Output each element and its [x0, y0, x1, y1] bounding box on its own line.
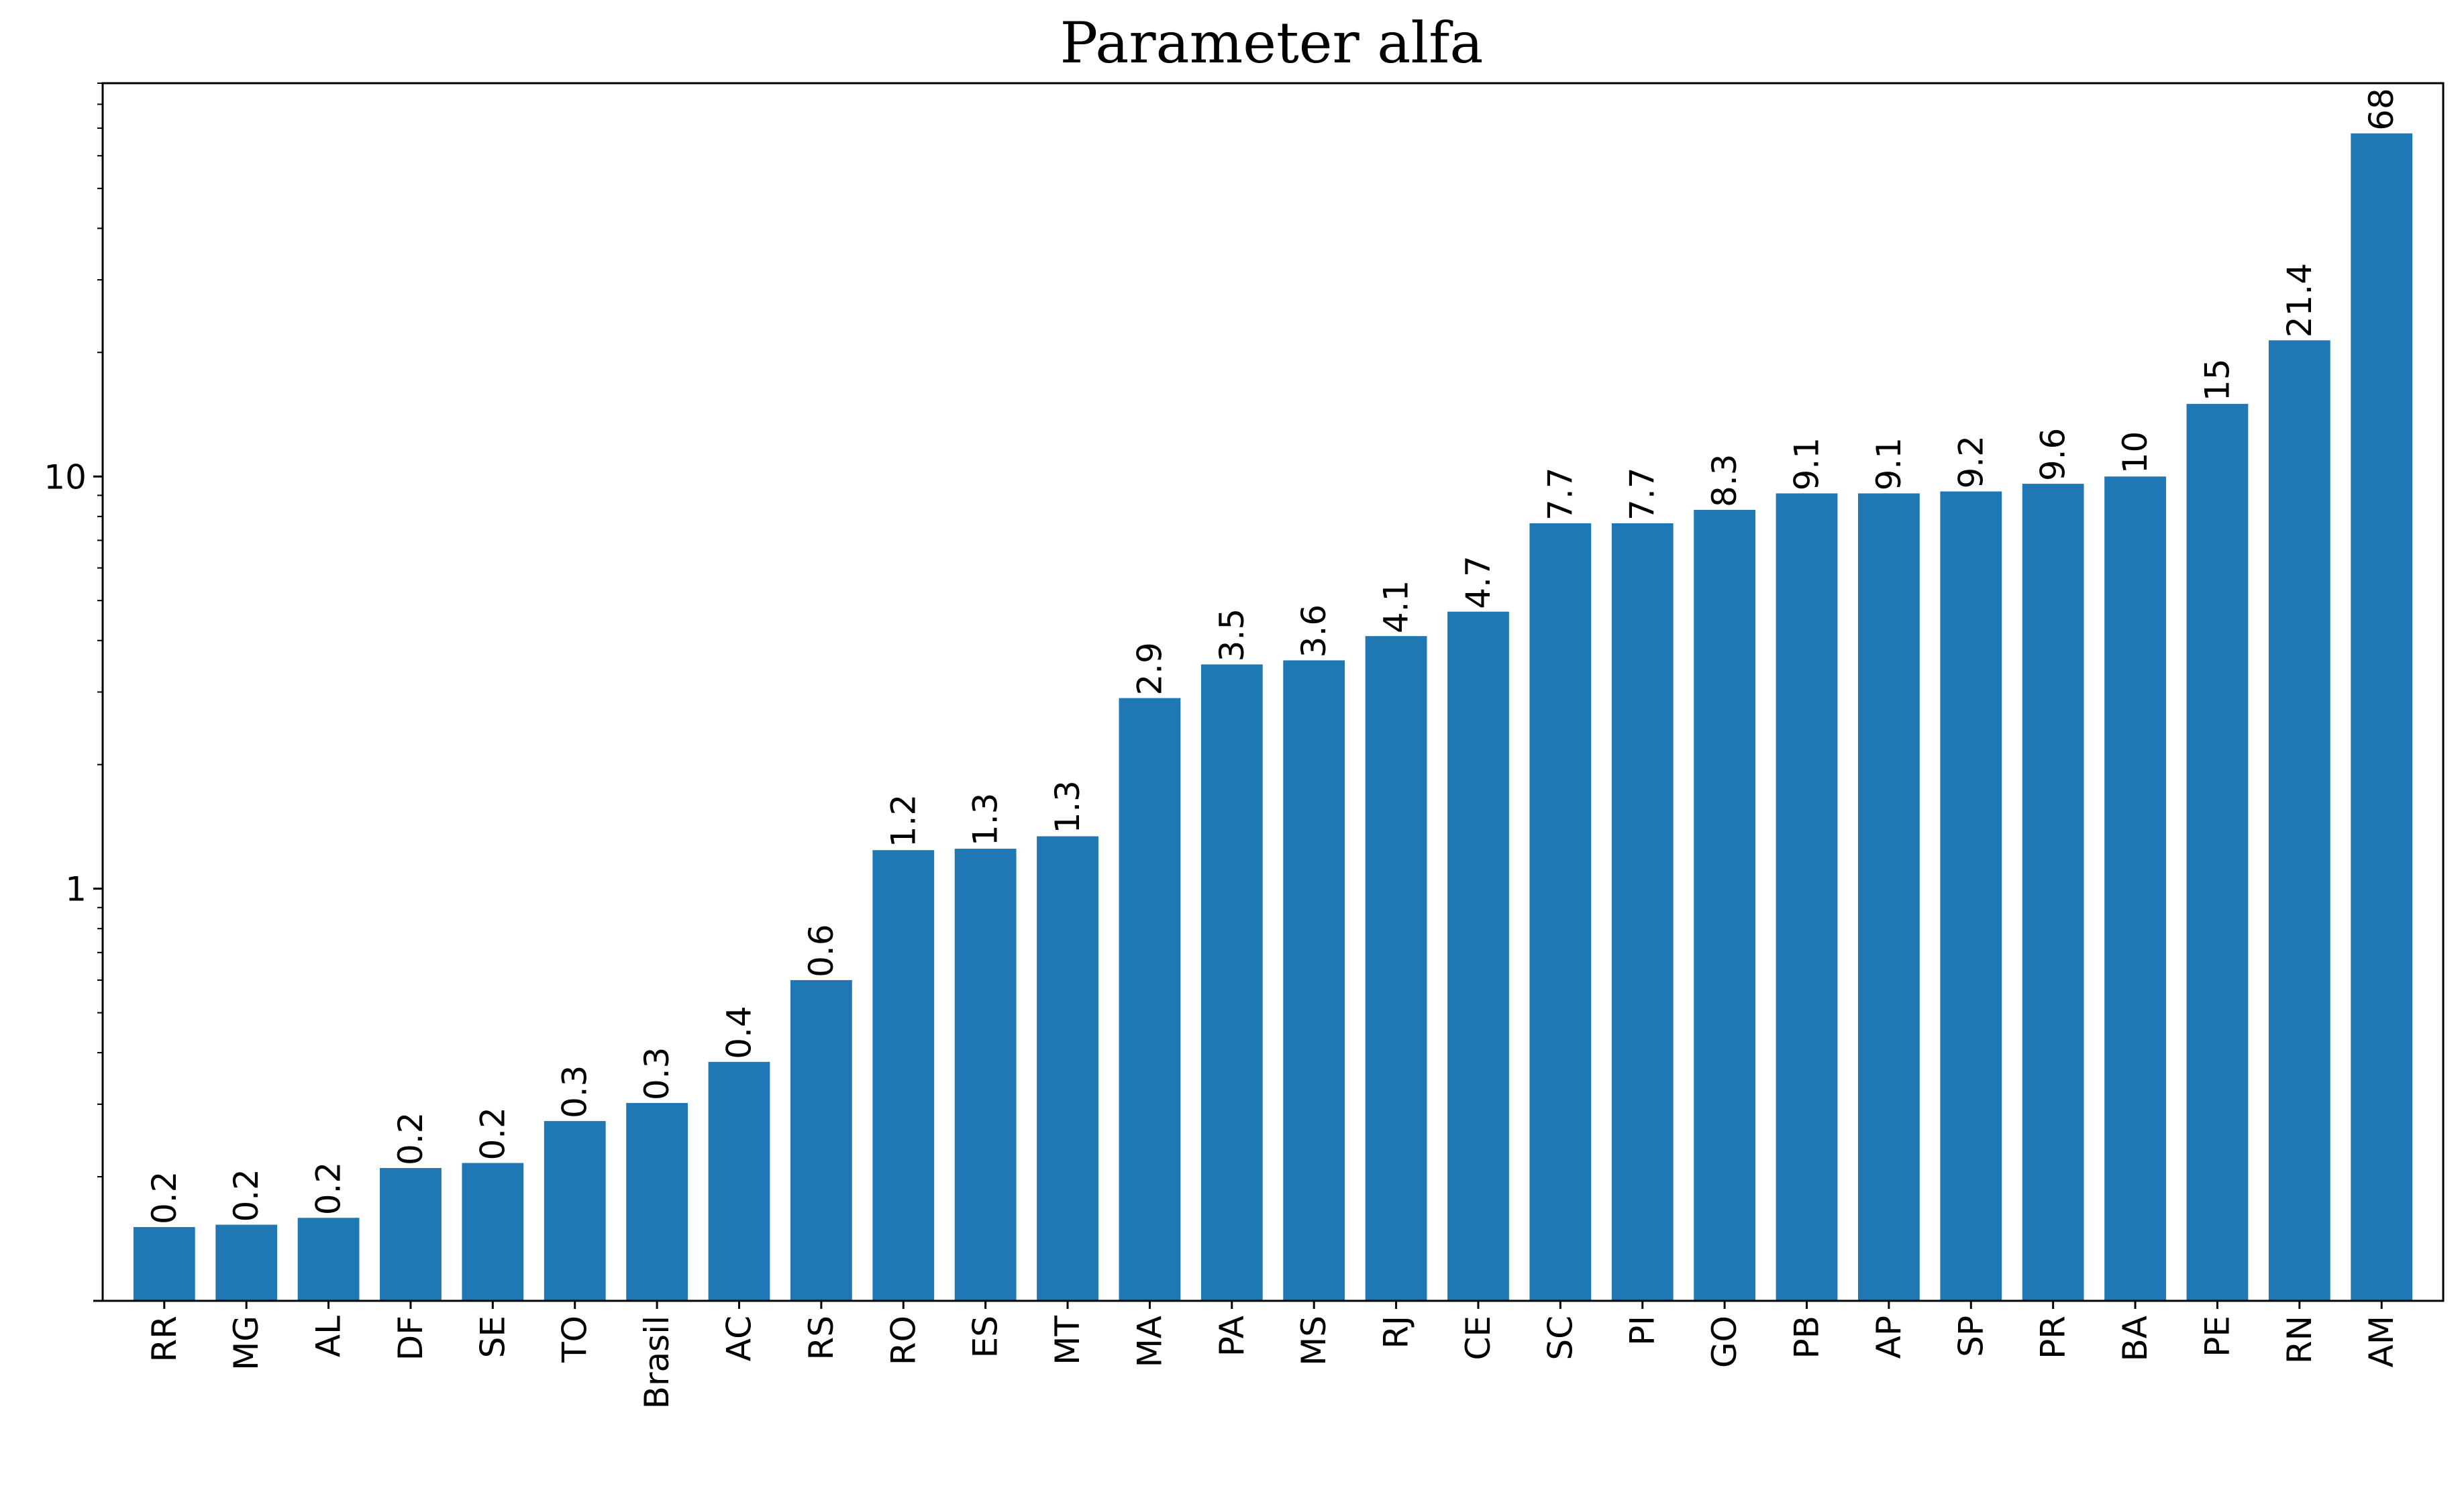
- bar-mg: [215, 1224, 278, 1301]
- x-tick-label-brasil: Brasil: [637, 1316, 676, 1409]
- data-labels-group: 0.2 0.2 0.2 0.2 0.2 0.3 0.3 0.4 0.6 1.2 1.3 1.3 2.9 3…: [145, 88, 2401, 1224]
- data-label-mg: 0.2: [227, 1169, 266, 1222]
- data-label-pi: 7.7: [1623, 467, 1662, 521]
- data-label-to: 0.3: [556, 1065, 595, 1119]
- y-tick-label: 1: [65, 870, 87, 909]
- x-tick-label-se: SE: [473, 1316, 512, 1358]
- plot-frame: [101, 82, 2445, 1302]
- data-label-pb: 9.1: [1788, 437, 1827, 491]
- data-label-pr: 9.6: [2034, 428, 2073, 482]
- bar-df: [380, 1168, 442, 1301]
- bar-mt: [1037, 836, 1098, 1301]
- bar-se: [462, 1163, 524, 1301]
- x-tick-label-ma: MA: [1130, 1316, 1169, 1367]
- x-tick-label-ro: RO: [884, 1316, 923, 1365]
- x-axis: RR MG AL DF SE TO Brasil AC RS RO ES MT MA PA MS RJ CE SC…: [145, 1301, 2401, 1409]
- y-axis: 1 10: [44, 83, 103, 1302]
- x-tick-label-ap: AP: [1869, 1316, 1908, 1359]
- data-label-rj: 4.1: [1377, 580, 1416, 634]
- bar-pi: [1611, 523, 1674, 1302]
- x-tick-label-ba: BA: [2116, 1316, 2155, 1362]
- data-label-es: 1.3: [966, 793, 1005, 847]
- x-tick-label-al: AL: [309, 1316, 348, 1357]
- data-label-ma: 2.9: [1130, 642, 1169, 696]
- data-label-ce: 4.7: [1459, 555, 1498, 609]
- chart-title: Parameter alfa: [1060, 10, 1484, 76]
- bar-ms: [1283, 660, 1345, 1301]
- data-label-rn: 21.4: [2280, 263, 2319, 337]
- bar-al: [297, 1218, 360, 1301]
- x-tick-label-pe: PE: [2198, 1316, 2237, 1357]
- bar-pr: [2022, 484, 2084, 1301]
- bar-pa: [1200, 664, 1263, 1301]
- x-tick-label-pb: PB: [1788, 1316, 1827, 1359]
- bar-ac: [708, 1061, 770, 1301]
- bar-pe: [2186, 404, 2249, 1302]
- data-label-ap: 9.1: [1869, 437, 1908, 491]
- bar-rr: [133, 1227, 195, 1301]
- bar-sp: [1940, 491, 2002, 1301]
- data-label-rr: 0.2: [145, 1171, 184, 1225]
- data-label-rs: 0.6: [802, 924, 841, 977]
- bar-go: [1694, 509, 1756, 1302]
- x-tick-label-sp: SP: [1951, 1316, 1990, 1357]
- x-tick-label-mg: MG: [227, 1316, 266, 1371]
- data-label-ms: 3.6: [1294, 604, 1333, 658]
- x-tick-label-go: GO: [1705, 1316, 1744, 1368]
- data-label-am: 68: [2362, 88, 2401, 131]
- data-label-sc: 7.7: [1541, 467, 1580, 521]
- data-label-al: 0.2: [309, 1162, 348, 1216]
- bar-pb: [1776, 493, 1838, 1302]
- y-tick-label: 10: [44, 458, 87, 496]
- data-label-df: 0.2: [391, 1112, 430, 1166]
- bar-rn: [2268, 340, 2330, 1301]
- data-label-ro: 1.2: [884, 794, 923, 848]
- x-tick-label-pa: PA: [1213, 1316, 1251, 1357]
- data-label-se: 0.2: [473, 1107, 512, 1161]
- x-tick-label-mt: MT: [1048, 1316, 1087, 1365]
- bar-es: [954, 849, 1017, 1301]
- bar-ma: [1119, 698, 1181, 1301]
- x-tick-label-ms: MS: [1294, 1316, 1333, 1366]
- x-tick-label-rj: RJ: [1377, 1316, 1416, 1349]
- data-label-ac: 0.4: [719, 1006, 758, 1059]
- data-label-mt: 1.3: [1048, 780, 1087, 834]
- bar-ba: [2104, 476, 2166, 1302]
- bar-ro: [872, 850, 935, 1301]
- x-tick-label-ac: AC: [719, 1316, 758, 1361]
- bar-to: [544, 1121, 606, 1301]
- bar-ap: [1858, 493, 1920, 1302]
- bar-am: [2351, 133, 2413, 1301]
- bar-sc: [1529, 523, 1592, 1302]
- data-label-ba: 10: [2116, 431, 2155, 474]
- x-tick-label-pr: PR: [2034, 1316, 2073, 1359]
- x-tick-label-pi: PI: [1623, 1316, 1662, 1346]
- bar-rs: [790, 979, 852, 1301]
- data-label-go: 8.3: [1705, 454, 1744, 507]
- bar-brasil: [626, 1103, 688, 1301]
- bar-ce: [1447, 611, 1509, 1301]
- bar-rj: [1365, 636, 1427, 1301]
- bars-group: [133, 133, 2413, 1302]
- x-tick-label-df: DF: [391, 1316, 430, 1361]
- data-label-pa: 3.5: [1213, 608, 1251, 662]
- data-label-pe: 15: [2198, 358, 2237, 401]
- data-label-sp: 9.2: [1951, 435, 1990, 489]
- data-label-brasil: 0.3: [637, 1047, 676, 1101]
- x-tick-label-to: TO: [556, 1316, 595, 1363]
- x-tick-label-sc: SC: [1541, 1316, 1580, 1361]
- x-tick-label-es: ES: [966, 1316, 1005, 1358]
- x-tick-label-rr: RR: [145, 1316, 184, 1362]
- x-tick-label-rs: RS: [802, 1316, 841, 1360]
- x-tick-label-am: AM: [2362, 1316, 2401, 1367]
- x-tick-label-ce: CE: [1459, 1316, 1498, 1361]
- x-tick-label-rn: RN: [2280, 1316, 2319, 1364]
